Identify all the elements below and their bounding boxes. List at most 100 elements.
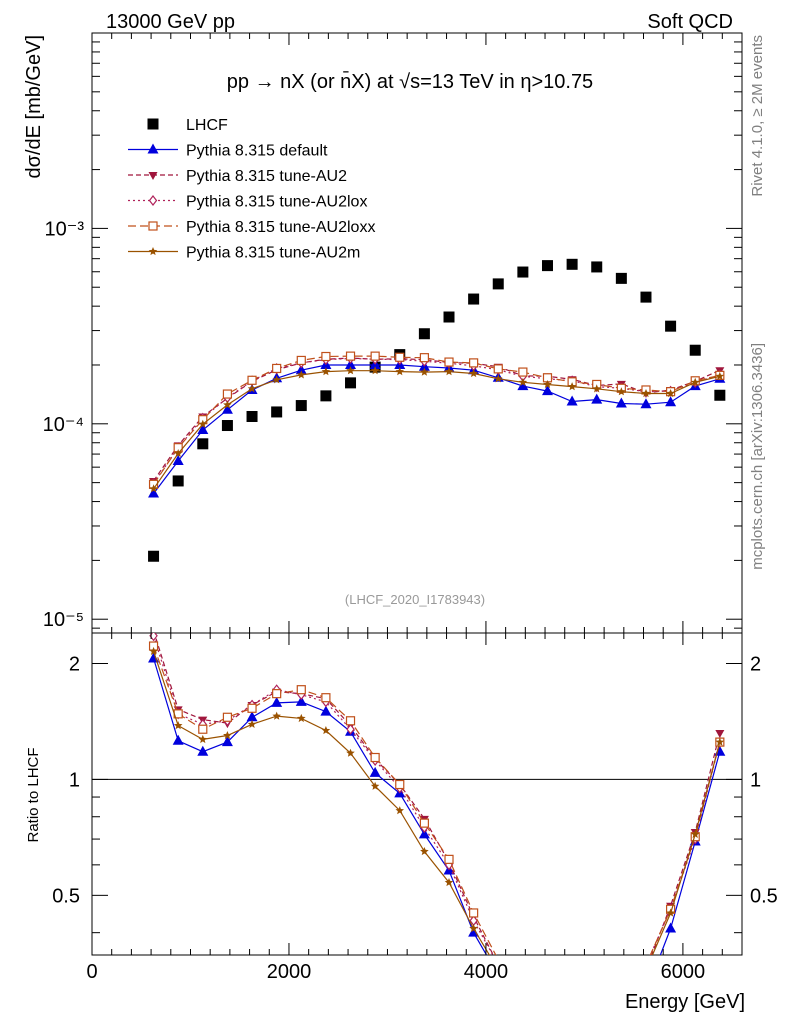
main-series-au2lox: [149, 352, 725, 489]
main-point-au2loxx: [272, 363, 282, 374]
legend-marker-default: [147, 143, 159, 154]
main-series-au2loxx: [148, 351, 725, 489]
main-line-au2loxx: [153, 355, 720, 485]
main-point-lhcf: [468, 293, 480, 305]
ratio-series-au2lox: [149, 633, 725, 1023]
legend-marker-au2: [148, 172, 158, 180]
ratio-point-au2m: [666, 908, 675, 917]
main-point-lhcf: [197, 438, 209, 450]
y-tick-label-ratio-right: 2: [750, 653, 761, 675]
main-point-lhcf: [443, 311, 455, 323]
main-point-au2m: [666, 389, 675, 398]
legend-label-au2lox: Pythia 8.315 tune-AU2lox: [186, 194, 367, 211]
x-tick-label: 4000: [464, 961, 509, 983]
ratio-point-au2m: [272, 711, 281, 720]
legend-marker-au2m: [148, 247, 158, 256]
main-point-lhcf: [172, 475, 184, 487]
main-series-default: [148, 358, 726, 498]
main-point-default: [517, 380, 529, 391]
ratio-series-au2loxx: [148, 641, 725, 969]
legend-item-au2m: Pythia 8.315 tune-AU2m: [128, 245, 360, 262]
main-plot-series: [148, 258, 726, 562]
main-point-lhcf: [566, 258, 578, 270]
ratio-point-au2loxx: [222, 712, 233, 722]
main-point-au2m: [641, 389, 651, 398]
ratio-point-au2loxx: [444, 854, 454, 864]
main-point-au2m: [469, 369, 478, 378]
x-tick-label: 6000: [661, 961, 706, 983]
main-point-default: [591, 393, 603, 404]
ratio-point-au2m: [543, 1007, 552, 1015]
ratio-point-default: [542, 1019, 553, 1024]
main-point-au2m: [494, 374, 503, 383]
ratio-point-au2m: [198, 734, 208, 744]
plot-title: pp → nX (or n̄X) at √s=13 TeV in η>10.75: [227, 70, 593, 93]
main-point-lhcf: [345, 377, 357, 389]
ratio-point-au2lox: [519, 982, 526, 991]
legend-item-au2lox: Pythia 8.315 tune-AU2lox: [128, 194, 367, 211]
main-point-lhcf: [221, 420, 233, 432]
legend-label-au2loxx: Pythia 8.315 tune-AU2loxx: [186, 219, 375, 236]
y-axis-label-ratio: Ratio to LHCF: [25, 747, 42, 842]
main-point-au2loxx: [395, 352, 405, 362]
ratio-point-au2loxx: [642, 961, 650, 969]
ratio-point-au2m: [568, 1014, 577, 1022]
main-point-au2loxx: [222, 389, 233, 399]
ratio-line-au2loxx: [153, 645, 721, 955]
main-point-lhcf: [714, 389, 726, 401]
ratio-point-au2: [543, 995, 552, 1003]
y-tick-label-ratio-right: 0.5: [750, 885, 778, 907]
legend-label-au2: Pythia 8.315 tune-AU2: [186, 168, 347, 185]
main-point-au2loxx: [518, 367, 528, 377]
ratio-point-au2m: [469, 924, 478, 933]
main-line-au2: [153, 357, 721, 482]
main-point-au2m: [346, 366, 355, 375]
main-point-au2m: [370, 366, 380, 375]
legend-marker-lhcf: [147, 118, 159, 130]
main-point-lhcf: [591, 261, 603, 273]
ratio-point-au2lox: [642, 960, 649, 969]
y-tick-label-ratio: 0.5: [52, 885, 80, 907]
main-line-default: [153, 364, 720, 494]
x-tick-label: 2000: [267, 961, 312, 983]
x-tick-label: 0: [86, 961, 97, 983]
ratio-point-default: [517, 999, 528, 1009]
main-point-au2m: [543, 380, 552, 389]
ratio-line-au2m: [153, 651, 721, 955]
main-point-au2m: [247, 384, 257, 393]
main-point-default: [148, 487, 160, 498]
ratio-point-au2m: [519, 994, 528, 1002]
ratio-point-au2m: [149, 646, 158, 655]
main-point-au2loxx: [493, 364, 503, 374]
main-point-lhcf: [148, 550, 160, 562]
ratio-point-au2lox: [618, 994, 625, 1003]
ratio-point-default: [221, 736, 233, 747]
plot-frames: [91, 32, 743, 956]
main-point-au2m: [690, 377, 700, 386]
main-point-au2m: [272, 375, 281, 384]
main-point-default: [221, 403, 233, 414]
main-point-default: [665, 396, 677, 407]
main-point-lhcf: [615, 272, 627, 284]
main-point-au2m: [518, 377, 528, 386]
ratio-series-au2m: [149, 646, 725, 1022]
ratio-point-au2: [568, 1002, 577, 1010]
ratio-point-au2m: [444, 878, 454, 887]
ratio-point-au2loxx: [370, 752, 380, 763]
legend-marker-au2lox: [148, 195, 158, 206]
main-point-au2m: [715, 371, 725, 380]
legend: LHCF Pythia 8.315 default Pythia 8.315 tun…: [128, 117, 375, 262]
main-point-default: [566, 395, 578, 406]
ratio-point-au2loxx: [419, 818, 429, 828]
y-tick-label-ratio-right: 1: [750, 769, 761, 791]
main-point-au2m: [173, 449, 183, 458]
main-point-au2m: [297, 370, 306, 379]
main-point-default: [345, 358, 357, 369]
main-point-au2m: [420, 367, 429, 376]
legend-item-default: Pythia 8.315 default: [128, 143, 328, 160]
ratio-point-au2lox: [593, 1014, 600, 1023]
axis-ticks: 0 2000 4000 6000 10⁻³ 10⁻⁴ 10⁻⁵ 0.5 0.5 1 1 2 2: [43, 32, 778, 983]
ratio-point-default: [418, 828, 430, 839]
y-axis-label-main: dσ/dE [mb/GeV]: [23, 35, 45, 179]
main-point-lhcf: [517, 266, 529, 278]
